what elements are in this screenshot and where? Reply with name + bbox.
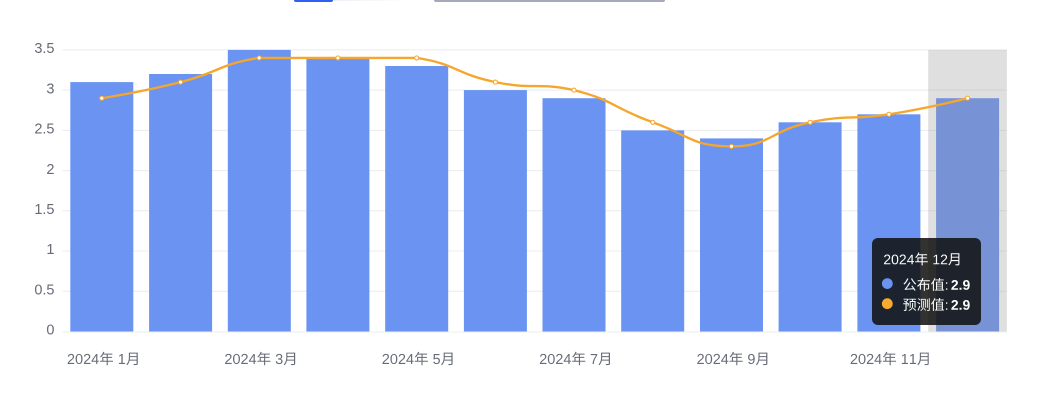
svg-text:2: 2 bbox=[46, 162, 54, 178]
svg-text:3.5: 3.5 bbox=[34, 41, 54, 57]
svg-text:1.5: 1.5 bbox=[34, 202, 54, 218]
svg-text:0: 0 bbox=[46, 323, 54, 339]
svg-text:2.5: 2.5 bbox=[34, 122, 54, 138]
svg-text:0.5: 0.5 bbox=[34, 283, 54, 299]
svg-text:1: 1 bbox=[46, 242, 54, 258]
svg-text:3: 3 bbox=[46, 81, 54, 97]
